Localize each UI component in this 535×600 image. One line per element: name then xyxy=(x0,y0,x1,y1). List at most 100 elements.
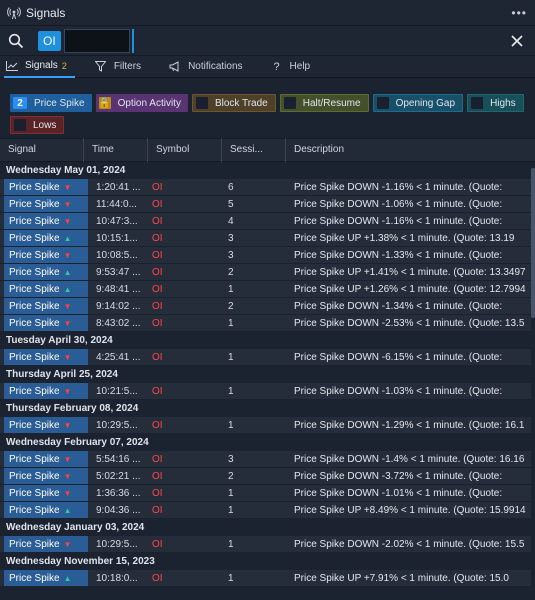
table-row[interactable]: Price Spike ▼ 5:54:16 ... OI 3 Price Spike DO… xyxy=(0,451,535,468)
more-options-button[interactable]: ••• xyxy=(511,5,527,20)
tab-signals[interactable]: Signals 2 xyxy=(4,56,75,78)
signals-list: Wednesday May 01, 2024 Price Spike ▼ 1:20:4… xyxy=(0,162,535,587)
signal-symbol: OI xyxy=(152,385,163,397)
table-row[interactable]: Price Spike ▼ 11:44:0... OI 5 Price Spike DOW… xyxy=(0,196,535,213)
arrow-up-icon: ▲ xyxy=(63,233,72,243)
signal-label: Price Spike xyxy=(9,351,60,363)
signal-type-badge: Price Spike ▲ xyxy=(4,570,88,586)
table-header: Signal Time Symbol Sessi... Description xyxy=(0,138,535,162)
signal-label: Price Spike xyxy=(9,198,60,210)
arrow-down-icon: ▼ xyxy=(63,539,72,549)
signal-label: Price Spike xyxy=(9,181,60,193)
filter-chip-block-trade[interactable]: Block Trade xyxy=(191,94,276,112)
signal-label: Price Spike xyxy=(9,249,60,261)
filter-checkbox xyxy=(376,97,389,109)
signal-symbol: OI xyxy=(152,283,163,295)
date-group-header: Tuesday April 30, 2024 xyxy=(0,332,535,349)
tab-help-label: Help xyxy=(289,61,311,72)
filter-chip-label: Highs xyxy=(490,97,516,109)
signal-description: Price Spike UP +1.38% < 1 minute. (Quote… xyxy=(294,232,515,244)
table-row[interactable]: Price Spike ▲ 9:53:47 ... OI 2 Price Spike UP… xyxy=(0,264,535,281)
signal-label: Price Spike xyxy=(9,538,60,550)
filter-chip-highs[interactable]: Highs xyxy=(467,94,524,112)
table-row[interactable]: Price Spike ▼ 8:43:02 ... OI 1 Price Spike DO… xyxy=(0,315,535,332)
signal-symbol: OI xyxy=(152,351,163,363)
table-row[interactable]: Price Spike ▼ 10:21:5... OI 1 Price Spike DOW… xyxy=(0,383,535,400)
signal-description: Price Spike UP +8.49% < 1 minute. (Quote… xyxy=(294,504,526,516)
table-row[interactable]: Price Spike ▼ 4:25:41 ... OI 1 Price Spike DO… xyxy=(0,349,535,366)
signal-symbol: OI xyxy=(152,300,163,312)
signal-session: 6 xyxy=(228,181,234,193)
signal-description: Price Spike DOWN -1.29% < 1 minute. (Quo… xyxy=(294,419,525,431)
filter-chip-halt-resume[interactable]: Halt/Resume xyxy=(279,94,369,112)
spacer xyxy=(0,78,535,92)
table-row[interactable]: Price Spike ▲ 9:48:41 ... OI 1 Price Spike UP… xyxy=(0,281,535,298)
table-row[interactable]: Price Spike ▼ 9:14:02 ... OI 2 Price Spike DO… xyxy=(0,298,535,315)
tab-notifications-label: Notifications xyxy=(188,61,243,72)
column-header-time[interactable]: Time xyxy=(84,138,148,162)
table-row[interactable]: Price Spike ▼ 10:29:5... OI 1 Price Spike DOW… xyxy=(0,417,535,434)
signal-time: 9:04:36 ... xyxy=(96,504,141,516)
column-header-session[interactable]: Sessi... xyxy=(222,138,286,162)
signal-description: Price Spike DOWN -1.03% < 1 minute. (Quo… xyxy=(294,385,503,397)
symbol-chip[interactable]: OI xyxy=(38,30,61,51)
tab-help[interactable]: ? Help xyxy=(269,56,319,78)
table-row[interactable]: Price Spike ▲ 9:04:36 ... OI 1 Price Spike UP… xyxy=(0,502,535,519)
signal-filter-chips: 2 Price Spike 🔒 Option Activity Block Trade H… xyxy=(0,92,535,138)
signal-type-badge: Price Spike ▲ xyxy=(4,264,88,280)
table-row[interactable]: Price Spike ▲ 10:18:0... OI 1 Price Spike UP … xyxy=(0,570,535,587)
signal-symbol: OI xyxy=(152,181,163,193)
filter-chip-opening-gap[interactable]: Opening Gap xyxy=(372,94,464,112)
signal-session: 2 xyxy=(228,300,234,312)
table-row[interactable]: Price Spike ▼ 10:08:5... OI 3 Price Spike DOW… xyxy=(0,247,535,264)
signal-description: Price Spike UP +7.91% < 1 minute. (Quote… xyxy=(294,572,509,584)
signal-description: Price Spike DOWN -1.34% < 1 minute. (Quo… xyxy=(294,300,503,312)
signal-label: Price Spike xyxy=(9,300,60,312)
arrow-up-icon: ▲ xyxy=(63,573,72,583)
arrow-up-icon: ▲ xyxy=(63,505,72,515)
table-row[interactable]: Price Spike ▼ 10:29:5... OI 1 Price Spike DOW… xyxy=(0,536,535,553)
signal-label: Price Spike xyxy=(9,504,60,516)
symbol-search-input[interactable] xyxy=(63,28,130,53)
filter-chip-lows[interactable]: Lows xyxy=(10,116,65,134)
tab-bar: Signals 2 Filters Notifications ? Help xyxy=(0,56,535,78)
signal-session: 1 xyxy=(228,385,234,397)
column-header-signal[interactable]: Signal xyxy=(0,138,84,162)
search-icon[interactable] xyxy=(6,31,26,51)
date-group-header: Wednesday May 01, 2024 xyxy=(0,162,535,179)
signal-session: 1 xyxy=(228,572,234,584)
arrow-down-icon: ▼ xyxy=(63,216,72,226)
table-row[interactable]: Price Spike ▼ 1:36:36 ... OI 1 Price Spike DO… xyxy=(0,485,535,502)
close-icon[interactable] xyxy=(507,31,527,51)
tab-notifications[interactable]: Notifications xyxy=(167,56,250,78)
table-row[interactable]: Price Spike ▼ 5:02:21 ... OI 2 Price Spike DO… xyxy=(0,468,535,485)
table-row[interactable]: Price Spike ▲ 10:15:1... OI 3 Price Spike UP … xyxy=(0,230,535,247)
scrollbar-thumb[interactable] xyxy=(531,168,535,318)
date-group-header: Wednesday January 03, 2024 xyxy=(0,519,535,536)
filter-checkbox xyxy=(195,97,208,109)
table-row[interactable]: Price Spike ▼ 10:47:3... OI 4 Price Spike DOW… xyxy=(0,213,535,230)
table-row[interactable]: Price Spike ▼ 1:20:41 ... OI 6 Price Spike DO… xyxy=(0,179,535,196)
signal-session: 1 xyxy=(228,351,234,363)
signal-description: Price Spike DOWN -2.53% < 1 minute. (Quo… xyxy=(294,317,525,329)
column-header-description[interactable]: Description xyxy=(294,144,345,155)
arrow-down-icon: ▼ xyxy=(63,420,72,430)
signal-type-badge: Price Spike ▼ xyxy=(4,315,88,331)
signal-session: 1 xyxy=(228,283,234,295)
signal-type-badge: Price Spike ▼ xyxy=(4,451,88,467)
signal-time: 1:20:41 ... xyxy=(96,181,141,193)
signal-label: Price Spike xyxy=(9,487,60,499)
signal-session: 2 xyxy=(228,470,234,482)
signal-time: 10:15:1... xyxy=(96,232,138,244)
arrow-up-icon: ▲ xyxy=(63,284,72,294)
signals-count-badge: 2 xyxy=(61,60,67,71)
tab-filters[interactable]: Filters xyxy=(93,56,149,78)
filter-chip-label: Price Spike xyxy=(34,97,85,109)
filter-chip-price-spike[interactable]: 2 Price Spike xyxy=(10,94,92,112)
scrollbar-track[interactable] xyxy=(531,168,535,600)
input-focus-accent xyxy=(131,28,134,53)
signal-time: 10:47:3... xyxy=(96,215,138,227)
column-header-symbol[interactable]: Symbol xyxy=(148,138,222,162)
filter-chip-option-activity[interactable]: 🔒 Option Activity xyxy=(95,94,188,112)
arrow-down-icon: ▼ xyxy=(63,386,72,396)
